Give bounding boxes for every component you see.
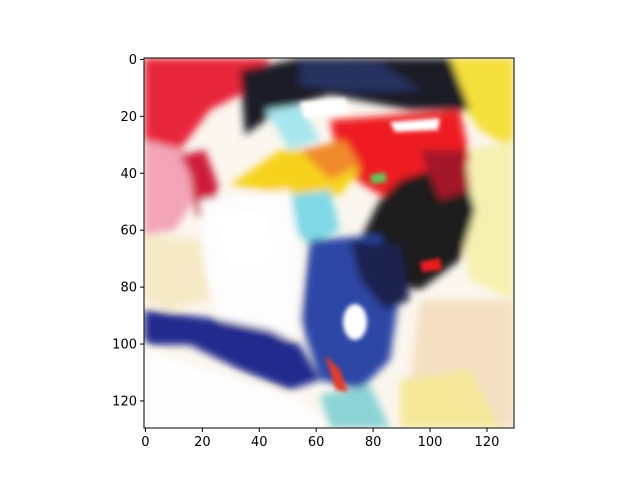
region-white-bottom xyxy=(144,350,330,428)
x-tick-label: 20 xyxy=(194,435,211,450)
region-light-yellow-right xyxy=(460,140,514,300)
y-tick-label: 60 xyxy=(120,224,137,239)
accent-red-mouth xyxy=(420,258,442,272)
region-dark-top xyxy=(240,58,470,135)
x-axis: 0 20 40 60 80 100 120 xyxy=(141,428,499,450)
accent-green xyxy=(370,172,387,184)
y-tick-label: 40 xyxy=(120,167,137,182)
plot-frame xyxy=(143,57,515,429)
accent-white-blob xyxy=(215,210,275,270)
region-cyan-bottom xyxy=(320,385,390,428)
accent-red-streak xyxy=(325,355,348,392)
y-tick-label: 80 xyxy=(120,281,137,296)
x-tick-label: 40 xyxy=(251,435,268,450)
region-yellow-bottom xyxy=(400,370,500,428)
region-navy-top xyxy=(300,60,420,92)
x-tick-label: 100 xyxy=(418,435,443,450)
region-crimson-jaw xyxy=(420,150,470,200)
x-tick-label: 60 xyxy=(308,435,325,450)
accent-white-eye xyxy=(300,98,350,118)
x-tick-label: 80 xyxy=(365,435,382,450)
y-axis: 0 20 40 60 80 100 120 xyxy=(112,53,144,409)
region-cream-left xyxy=(144,235,210,310)
region-deep-blue-arm xyxy=(144,310,320,390)
y-tick-label: 20 xyxy=(120,110,137,125)
x-tick-label: 0 xyxy=(141,435,149,450)
heatmap-image xyxy=(144,58,514,428)
region-orange-face xyxy=(300,140,360,180)
region-red-topleft xyxy=(144,58,270,160)
accent-white-brow xyxy=(390,118,440,132)
y-tick-label: 100 xyxy=(112,338,137,353)
x-tick-label: 120 xyxy=(475,435,500,450)
region-navy-neck xyxy=(350,240,410,310)
y-tick-label: 120 xyxy=(112,394,137,409)
region-cyan-mid xyxy=(285,190,340,245)
y-tick-label: 0 xyxy=(129,53,137,68)
accent-white-oval xyxy=(343,304,367,340)
